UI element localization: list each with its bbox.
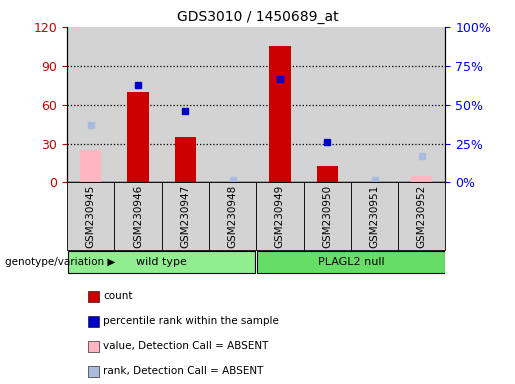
Bar <box>317 166 338 182</box>
Text: PLAGL2 null: PLAGL2 null <box>318 257 384 267</box>
Text: rank, Detection Call = ABSENT: rank, Detection Call = ABSENT <box>103 366 263 376</box>
Bar <box>209 182 256 250</box>
Text: GSM230951: GSM230951 <box>369 184 380 248</box>
Bar <box>67 182 114 250</box>
Bar <box>80 150 101 182</box>
Text: GSM230948: GSM230948 <box>228 184 237 248</box>
Bar <box>256 182 303 250</box>
Bar <box>68 251 255 273</box>
Bar <box>114 182 162 250</box>
Bar <box>351 182 398 250</box>
Text: genotype/variation ▶: genotype/variation ▶ <box>5 257 115 267</box>
Text: wild type: wild type <box>136 257 187 267</box>
Bar <box>411 176 433 182</box>
Bar <box>127 92 148 182</box>
Bar <box>269 46 290 182</box>
Text: GSM230952: GSM230952 <box>417 184 427 248</box>
Bar <box>303 182 351 250</box>
Bar <box>257 251 444 273</box>
Text: GSM230946: GSM230946 <box>133 184 143 248</box>
Text: percentile rank within the sample: percentile rank within the sample <box>103 316 279 326</box>
Text: GSM230950: GSM230950 <box>322 184 332 248</box>
Text: count: count <box>103 291 132 301</box>
Bar <box>162 182 209 250</box>
Text: GSM230949: GSM230949 <box>275 184 285 248</box>
Bar <box>398 182 445 250</box>
Text: GSM230945: GSM230945 <box>85 184 96 248</box>
Text: GDS3010 / 1450689_at: GDS3010 / 1450689_at <box>177 10 338 23</box>
Bar <box>175 137 196 182</box>
Text: value, Detection Call = ABSENT: value, Detection Call = ABSENT <box>103 341 268 351</box>
Text: GSM230947: GSM230947 <box>180 184 190 248</box>
